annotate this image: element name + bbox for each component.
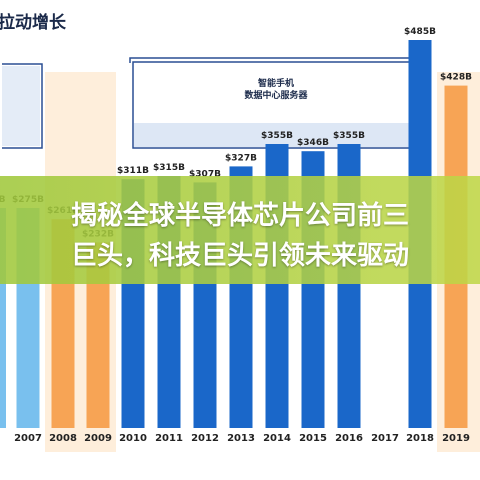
x-tick-2014: 2014	[263, 433, 291, 444]
data-label-2010: $311B	[117, 166, 149, 176]
data-label-2012: $307B	[189, 169, 221, 179]
data-label-2011: $315B	[153, 163, 185, 173]
x-tick-2017: 2017	[371, 433, 399, 444]
x-tick-2009: 2009	[84, 433, 112, 444]
x-tick-2011: 2011	[155, 433, 183, 444]
overlay-line-1: 揭秘全球半导体芯片公司前三	[70, 201, 409, 231]
data-label-2018: $485B	[404, 27, 436, 37]
annotation-line-2: 数据中心服务器	[244, 89, 308, 101]
data-label-2015: $346B	[297, 138, 329, 148]
data-label-2013: $327B	[225, 153, 257, 163]
data-label-2014: $355B	[261, 131, 293, 141]
chart-title: 拉动增长	[0, 13, 66, 33]
x-tick-2016: 2016	[335, 433, 363, 444]
x-tick-2012: 2012	[191, 433, 219, 444]
overlay-banner	[0, 176, 480, 284]
left-bracket-fill	[2, 66, 40, 146]
x-tick-2007: 2007	[14, 433, 42, 444]
overlay-text: 揭秘全球半导体芯片公司前三 巨头，科技巨头引领未来驱动	[0, 196, 480, 276]
x-tick-2010: 2010	[119, 433, 147, 444]
x-tick-2013: 2013	[227, 433, 255, 444]
x-tick-2015: 2015	[299, 433, 327, 444]
x-axis-ticks: 2007 2008 2009 2010 2011 2012 2013 2014 2015 2016…	[14, 433, 470, 444]
x-tick-2018: 2018	[406, 433, 434, 444]
x-tick-2008: 2008	[49, 433, 77, 444]
overlay-line-2: 巨头，科技巨头引领未来驱动	[70, 241, 409, 271]
left-bracket	[2, 63, 43, 149]
annotation-brackets	[2, 57, 421, 149]
bar-2009	[86, 242, 110, 428]
x-tick-2019: 2019	[442, 433, 470, 444]
annotation-box-fill	[134, 123, 417, 147]
bar-partial-left	[0, 208, 6, 428]
annotation-line-1: 智能手机	[258, 77, 294, 89]
data-label-2016: $355B	[333, 131, 365, 141]
data-label-2019: $428B	[440, 73, 472, 83]
